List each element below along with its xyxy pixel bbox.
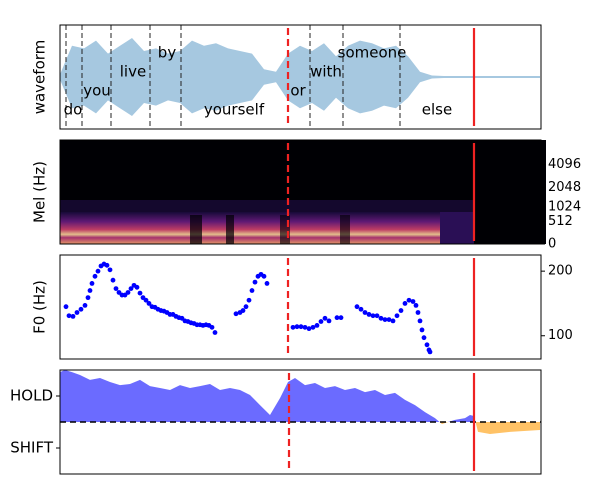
f0-point: [294, 324, 300, 330]
f0-point: [419, 327, 425, 333]
f0-point: [249, 288, 255, 293]
f0-point: [362, 310, 368, 315]
spectrogram-image: [60, 140, 546, 244]
f0-point: [146, 301, 152, 306]
f0-point: [82, 302, 88, 308]
f0-point: [427, 349, 433, 355]
f0-point: [137, 290, 143, 296]
f0-point: [322, 315, 328, 321]
axes-frame: [59, 139, 542, 245]
f0-point: [415, 310, 421, 315]
f0-point: [143, 297, 149, 303]
f0-point: [128, 286, 134, 291]
f0-point: [246, 297, 252, 303]
f0-point: [406, 297, 412, 303]
f0-point: [243, 304, 249, 310]
f0-point: [314, 323, 320, 328]
f0-point: [87, 288, 93, 293]
word-label: else: [422, 101, 452, 119]
f0-point: [326, 318, 332, 324]
f0-point: [212, 330, 218, 335]
y-axis-label: Mel (Hz): [31, 161, 49, 223]
f0-point: [354, 304, 360, 310]
axes-frame: [59, 254, 542, 360]
f0-point: [107, 267, 113, 273]
f0-point: [110, 277, 116, 283]
f0-point: [421, 335, 427, 341]
y-axis-label: waveform: [31, 40, 49, 115]
y-tick-label: 2048: [548, 180, 581, 195]
y-tick-label: 0: [548, 237, 556, 252]
f0-point: [374, 313, 380, 319]
f0-point: [261, 273, 267, 279]
f0-point: [85, 295, 91, 301]
f0-point: [402, 301, 408, 306]
f0-point: [310, 324, 316, 330]
f0-point: [74, 310, 80, 315]
hold-area: [60, 370, 540, 422]
shift-area: [60, 422, 540, 434]
f0-point: [92, 273, 98, 279]
axes-frame: [59, 24, 542, 130]
y-tick-label: 4096: [548, 157, 581, 172]
f0-point: [125, 290, 131, 295]
word-label: with: [310, 63, 342, 81]
f0-point: [95, 268, 101, 274]
y-tick-label: 100: [548, 328, 573, 343]
f0-point: [306, 326, 312, 332]
f0-point: [386, 317, 392, 322]
f0-point: [338, 315, 344, 321]
f0-point: [89, 281, 95, 286]
f0-point: [63, 304, 69, 310]
f0-point: [113, 286, 119, 291]
f0-point: [134, 284, 140, 290]
y-tick-label: SHIFT: [10, 439, 54, 457]
y-axis-label: F0 (Hz): [31, 280, 49, 334]
f0-point: [290, 324, 296, 330]
f0-point: [394, 313, 400, 319]
word-label: live: [120, 63, 146, 81]
f0-point: [382, 317, 388, 322]
axes-frame: [59, 369, 542, 475]
f0-point: [298, 324, 304, 330]
f0-point: [334, 315, 340, 321]
f0-point: [413, 302, 419, 308]
f0-point: [366, 312, 372, 317]
y-tick-label: 200: [548, 264, 573, 279]
f0-point: [302, 324, 308, 330]
word-label: by: [158, 44, 177, 62]
f0-point: [209, 324, 215, 330]
f0-point: [233, 311, 239, 317]
word-label: yourself: [204, 101, 265, 119]
f0-point: [66, 313, 72, 319]
waveform-area: [60, 38, 540, 116]
word-label: do: [64, 101, 83, 119]
f0-point: [252, 279, 258, 285]
f0-point: [370, 313, 376, 319]
f0-point: [424, 342, 430, 348]
word-label: you: [83, 82, 111, 100]
f0-point: [78, 306, 84, 312]
f0-point: [417, 318, 423, 324]
y-tick-label: HOLD: [10, 387, 53, 405]
f0-point: [264, 281, 270, 286]
f0-point: [390, 318, 396, 324]
f0-point: [358, 306, 364, 312]
f0-point: [398, 308, 404, 313]
f0-point: [378, 315, 384, 321]
f0-point: [70, 313, 76, 319]
y-tick-label: 1024: [548, 199, 581, 214]
f0-point: [410, 299, 416, 304]
y-tick-label: 512: [548, 214, 573, 229]
f0-point: [318, 319, 324, 324]
f0-point: [240, 308, 246, 313]
word-label: someone: [338, 44, 407, 62]
f0-point: [104, 262, 110, 268]
word-label: or: [290, 82, 306, 100]
